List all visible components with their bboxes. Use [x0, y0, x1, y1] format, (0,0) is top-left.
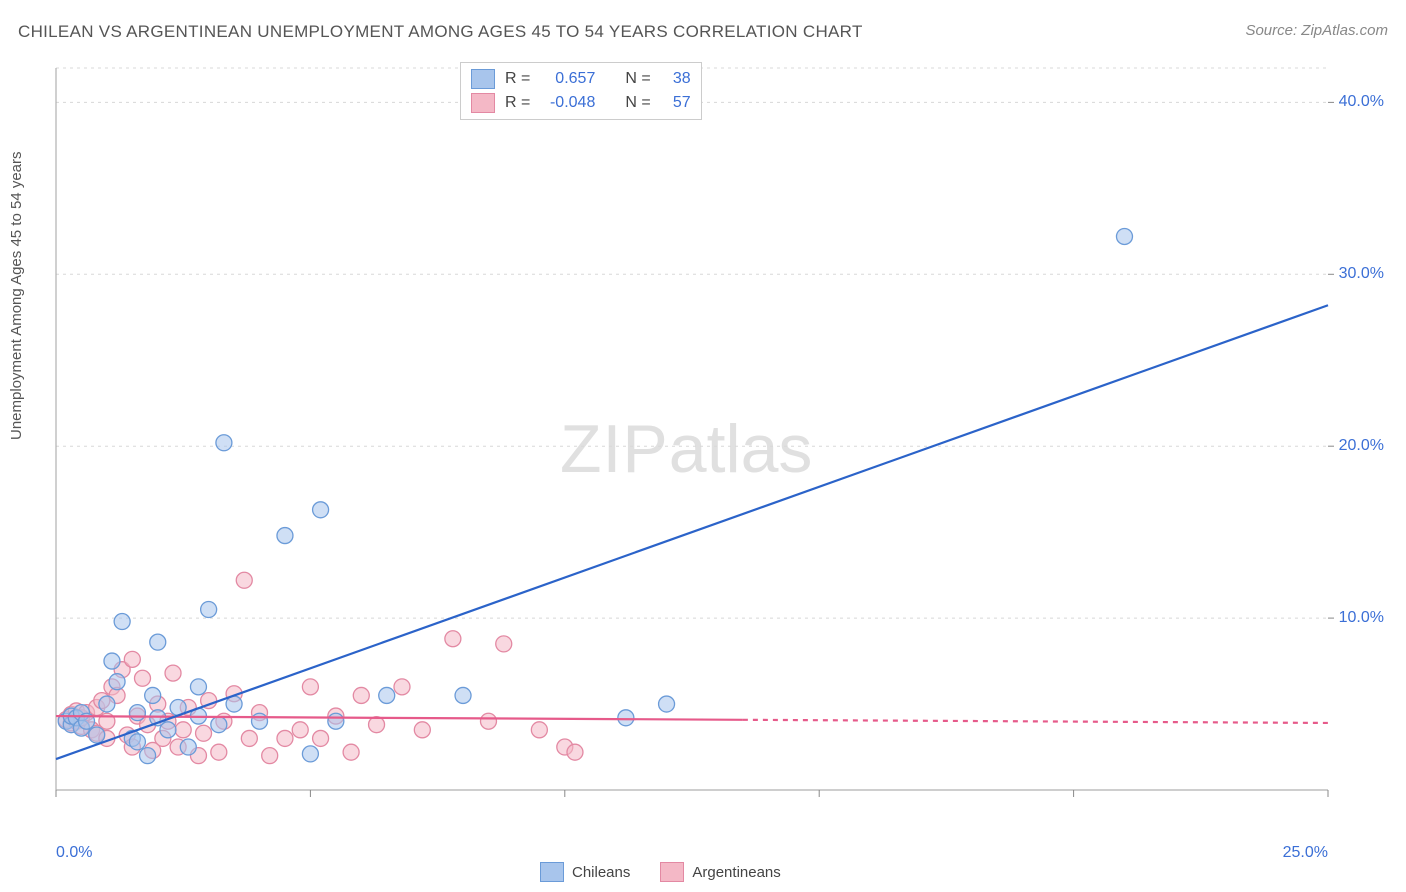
swatch-chileans-icon: [540, 862, 564, 882]
y-tick-label: 20.0%: [1339, 437, 1384, 455]
legend-row-argentineans: R = -0.048 N = 57: [471, 91, 691, 115]
swatch-chileans: [471, 69, 495, 89]
r-value-0: 0.657: [540, 70, 595, 88]
legend-item-argentineans: Argentineans: [660, 862, 780, 882]
chart-title: CHILEAN VS ARGENTINEAN UNEMPLOYMENT AMON…: [18, 22, 863, 42]
n-value-1: 57: [661, 94, 691, 112]
y-axis-label: Unemployment Among Ages 45 to 54 years: [8, 151, 25, 440]
legend-label-chileans: Chileans: [572, 864, 630, 881]
x-tick-label: 0.0%: [56, 844, 92, 862]
legend-label-argentineans: Argentineans: [692, 864, 780, 881]
r-value-1: -0.048: [540, 94, 595, 112]
y-tick-label: 30.0%: [1339, 265, 1384, 283]
x-tick-label: 25.0%: [1283, 844, 1328, 862]
y-tick-label: 40.0%: [1339, 93, 1384, 111]
swatch-argentineans: [471, 93, 495, 113]
n-value-0: 38: [661, 70, 691, 88]
r-label-0: R =: [505, 70, 530, 88]
series-legend: Chileans Argentineans: [540, 862, 781, 882]
plot-area: [48, 60, 1388, 830]
n-label-1: N =: [625, 94, 650, 112]
y-tick-label: 10.0%: [1339, 609, 1384, 627]
swatch-argentineans-icon: [660, 862, 684, 882]
correlation-legend: R = 0.657 N = 38 R = -0.048 N = 57: [460, 62, 702, 120]
legend-item-chileans: Chileans: [540, 862, 630, 882]
n-label-0: N =: [625, 70, 650, 88]
chart-container: CHILEAN VS ARGENTINEAN UNEMPLOYMENT AMON…: [0, 0, 1406, 892]
source-label: Source: ZipAtlas.com: [1245, 22, 1388, 39]
legend-row-chileans: R = 0.657 N = 38: [471, 67, 691, 91]
r-label-1: R =: [505, 94, 530, 112]
